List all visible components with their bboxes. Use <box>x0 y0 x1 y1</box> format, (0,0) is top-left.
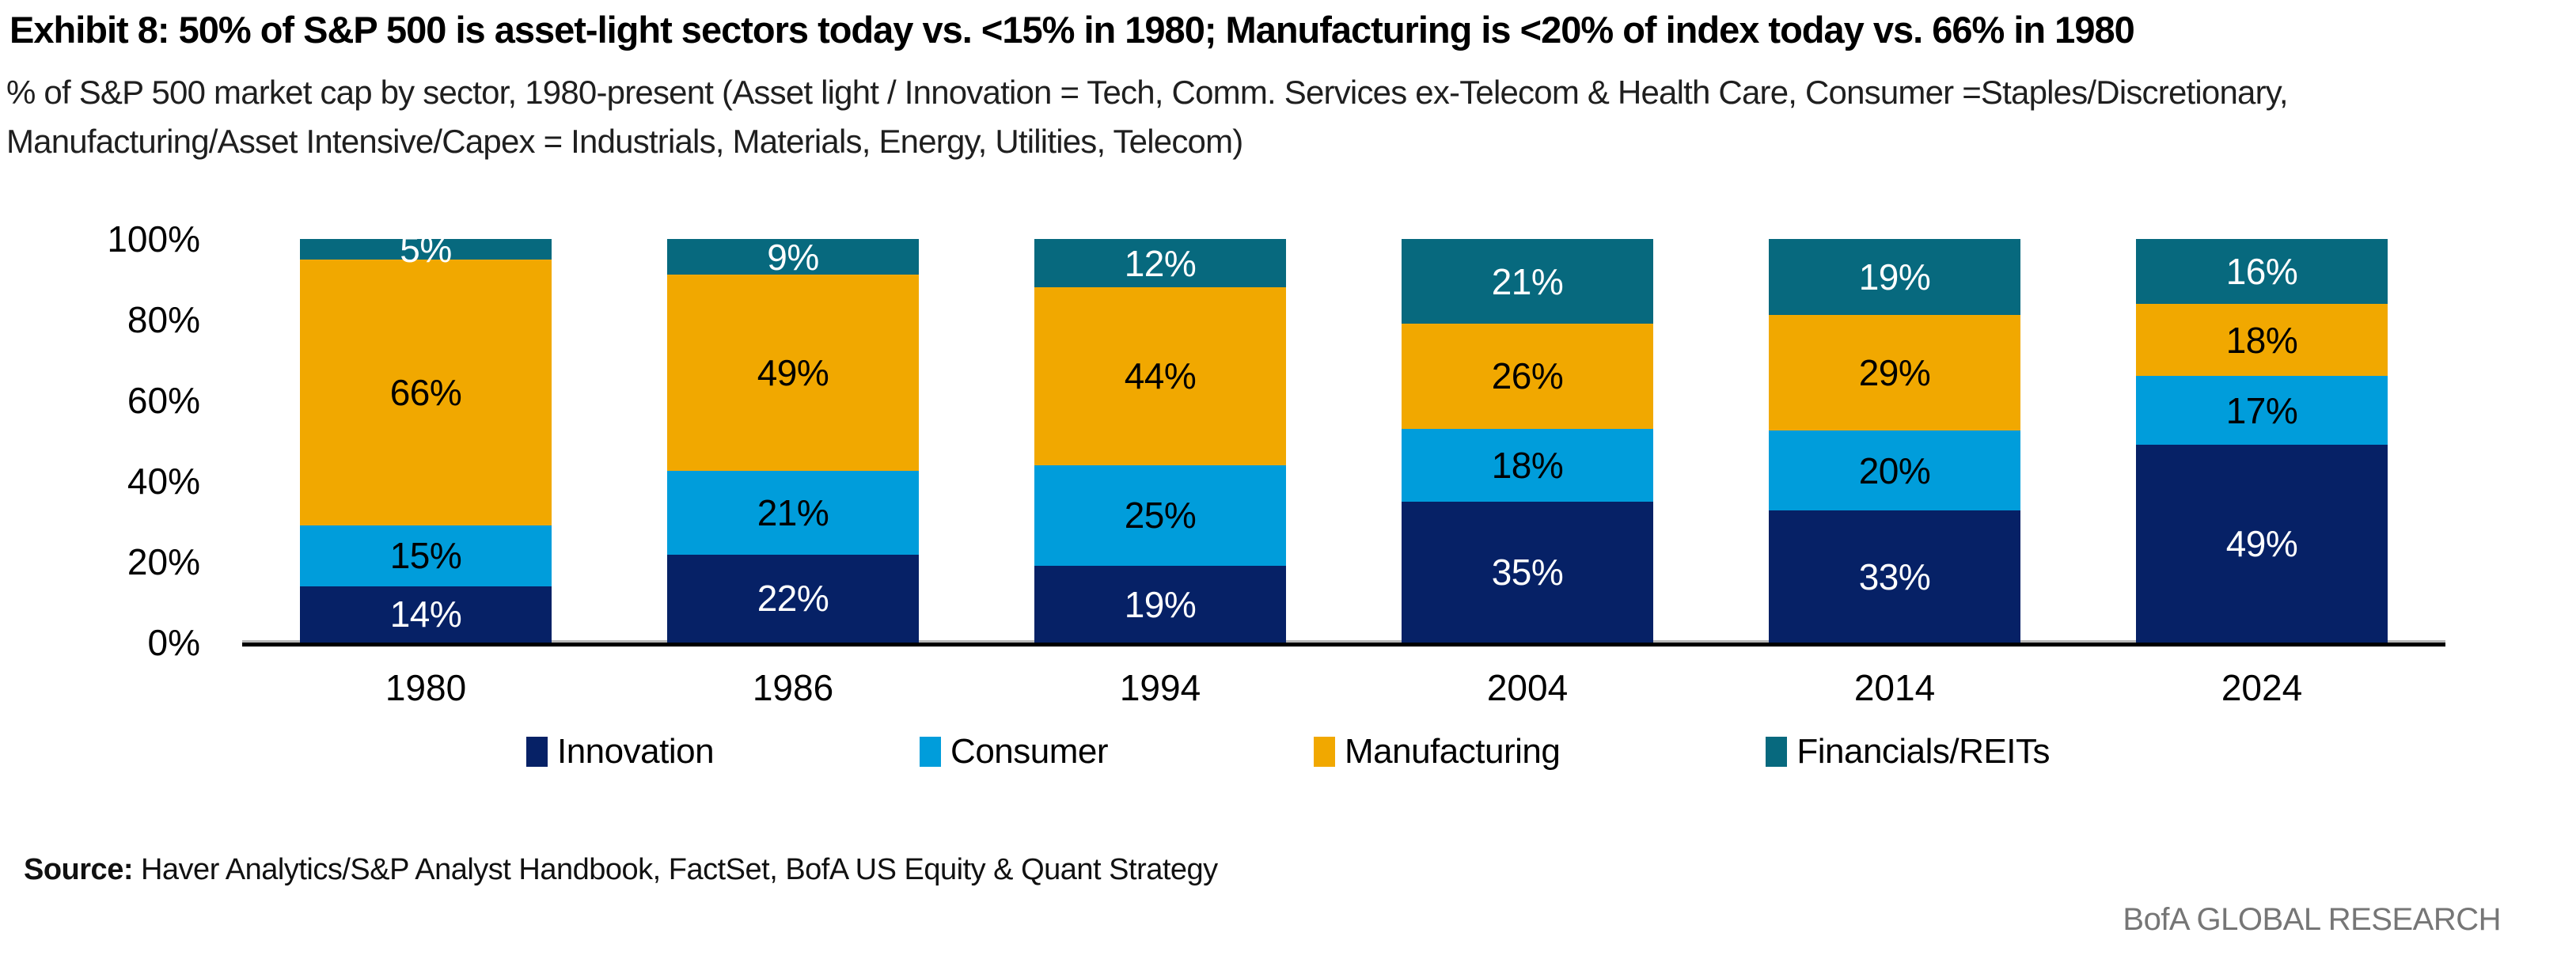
segment-value-label: 9% <box>767 239 819 278</box>
x-axis-label-1986: 1986 <box>752 667 834 708</box>
segment-financials-reits-1986: 9% <box>667 239 919 278</box>
bar-column-1980: 14% 15% 66% 5% <box>242 239 609 643</box>
segment-value-label: 29% <box>1858 352 1931 394</box>
segment-value-label: 35% <box>1491 551 1564 593</box>
segment-value-label: 22% <box>757 578 829 620</box>
segment-value-label: 18% <box>2225 319 2298 361</box>
segment-value-label: 21% <box>757 491 829 533</box>
legend-item-manufacturing: Manufacturing <box>1314 732 1561 772</box>
y-axis-label-0: 0% <box>147 622 200 663</box>
legend-label: Consumer <box>950 732 1109 771</box>
legend-item-financials-reits: Financials/REITs <box>1766 732 2051 772</box>
segment-innovation-1994: 19% <box>1034 566 1286 643</box>
segment-value-label: 19% <box>1124 583 1197 625</box>
legend-swatch-icon <box>1314 737 1336 767</box>
segment-innovation-2004: 35% <box>1402 501 1653 643</box>
segment-manufacturing-2004: 26% <box>1402 324 1653 429</box>
segment-manufacturing-1980: 66% <box>300 259 552 526</box>
segment-value-label: 33% <box>1858 556 1931 597</box>
source-text: Haver Analytics/S&P Analyst Handbook, Fa… <box>140 853 1218 886</box>
segment-manufacturing-1994: 44% <box>1034 287 1286 465</box>
segment-value-label: 14% <box>389 593 462 635</box>
bar-column-1994: 19% 25% 44% 12% <box>977 239 1344 643</box>
segment-value-label: 16% <box>2225 250 2298 292</box>
segment-consumer-2014: 20% <box>1769 430 2020 511</box>
segment-value-label: 21% <box>1491 260 1564 302</box>
legend-swatch-icon <box>1766 737 1788 767</box>
exhibit-title: Exhibit 8: 50% of S&P 500 is asset-light… <box>9 9 2135 51</box>
stacked-bar-chart: 0% 20% 40% 60% 80% 100% 14% 15% 66% 5% 22% 21% 49% 9… <box>0 218 2576 714</box>
stacked-bar-1986: 22% 21% 49% 9% <box>667 239 919 643</box>
segment-value-label: 49% <box>2225 523 2298 565</box>
segment-consumer-1980: 15% <box>300 525 552 586</box>
segment-manufacturing-1986: 49% <box>667 275 919 471</box>
segment-innovation-1986: 22% <box>667 554 919 643</box>
stacked-bar-2004: 35% 18% 26% 21% <box>1402 239 1653 643</box>
segment-value-label: 5% <box>400 239 452 270</box>
x-axis-label-2014: 2014 <box>1853 667 1936 708</box>
segment-financials-reits-1980: 5% <box>300 239 552 270</box>
segment-innovation-2024: 49% <box>2136 445 2388 643</box>
stacked-bar-1994: 19% 25% 44% 12% <box>1034 239 1286 643</box>
segment-financials-reits-1994: 12% <box>1034 239 1286 288</box>
legend-item-consumer: Consumer <box>920 732 1109 772</box>
x-axis-label-2004: 2004 <box>1486 667 1569 708</box>
subtitle-line-2: Manufacturing/Asset Intensive/Capex = In… <box>6 123 1243 160</box>
legend-label: Innovation <box>556 732 715 771</box>
segment-value-label: 49% <box>757 352 829 394</box>
legend-item-innovation: Innovation <box>525 732 715 772</box>
source-note: Source: Haver Analytics/S&P Analyst Handb… <box>24 853 1218 887</box>
legend: Innovation Consumer Manufacturing Financial… <box>0 732 2576 772</box>
segment-value-label: 66% <box>389 371 462 413</box>
segment-value-label: 15% <box>389 535 462 577</box>
stacked-bar-2024: 49% 17% 18% 16% <box>2136 239 2388 643</box>
segment-consumer-1994: 25% <box>1034 465 1286 567</box>
segment-manufacturing-2024: 18% <box>2136 303 2388 377</box>
segment-financials-reits-2004: 21% <box>1402 239 1653 324</box>
y-axis-label-100: 100% <box>107 218 200 260</box>
y-axis-label-60: 60% <box>127 380 200 421</box>
x-axis-label-2024: 2024 <box>2221 667 2303 708</box>
stacked-bar-1980: 14% 15% 66% 5% <box>300 239 552 643</box>
subtitle-line-1: % of S&P 500 market cap by sector, 1980-… <box>6 74 2289 111</box>
segment-value-label: 12% <box>1124 242 1197 284</box>
segment-financials-reits-2014: 19% <box>1769 239 2020 315</box>
segment-value-label: 20% <box>1858 449 1931 491</box>
y-axis-label-40: 40% <box>127 461 200 502</box>
segment-consumer-2024: 17% <box>2136 376 2388 446</box>
segment-value-label: 17% <box>2225 389 2298 431</box>
segment-financials-reits-2024: 16% <box>2136 239 2388 304</box>
segment-innovation-1980: 14% <box>300 586 552 643</box>
segment-value-label: 18% <box>1491 444 1564 486</box>
bar-column-2014: 33% 20% 29% 19% <box>1711 239 2078 643</box>
segment-value-label: 26% <box>1491 355 1564 397</box>
legend-label: Financials/REITs <box>1796 732 2051 771</box>
x-axis-label-1980: 1980 <box>385 667 467 708</box>
legend-label: Manufacturing <box>1345 732 1561 771</box>
segment-value-label: 19% <box>1858 256 1931 298</box>
y-axis: 0% 20% 40% 60% 80% 100% <box>0 218 200 663</box>
plot-area: 14% 15% 66% 5% 22% 21% 49% 9% 19% 25% 44% 12% 35% 18%… <box>242 239 2445 647</box>
segment-innovation-2014: 33% <box>1769 510 2020 643</box>
segment-manufacturing-2014: 29% <box>1769 314 2020 431</box>
y-axis-label-20: 20% <box>127 541 200 582</box>
legend-swatch-icon <box>525 737 548 767</box>
segment-consumer-2004: 18% <box>1402 428 1653 502</box>
bar-column-2024: 49% 17% 18% 16% <box>2078 239 2445 643</box>
segment-consumer-1986: 21% <box>667 470 919 555</box>
x-axis-label-1994: 1994 <box>1119 667 1201 708</box>
brand-note: BofA GLOBAL RESEARCH <box>2123 902 2501 937</box>
segment-value-label: 44% <box>1124 355 1197 397</box>
x-axis: 1980 1986 1994 2004 2014 2024 <box>242 666 2445 709</box>
chart-subtitle: % of S&P 500 market cap by sector, 1980-… <box>6 68 2289 166</box>
segment-value-label: 25% <box>1124 495 1197 537</box>
legend-swatch-icon <box>920 737 942 767</box>
source-label: Source: <box>24 853 133 886</box>
bar-column-1986: 22% 21% 49% 9% <box>609 239 977 643</box>
stacked-bar-2014: 33% 20% 29% 19% <box>1769 239 2020 643</box>
bar-column-2004: 35% 18% 26% 21% <box>1344 239 1711 643</box>
y-axis-label-80: 80% <box>127 299 200 340</box>
